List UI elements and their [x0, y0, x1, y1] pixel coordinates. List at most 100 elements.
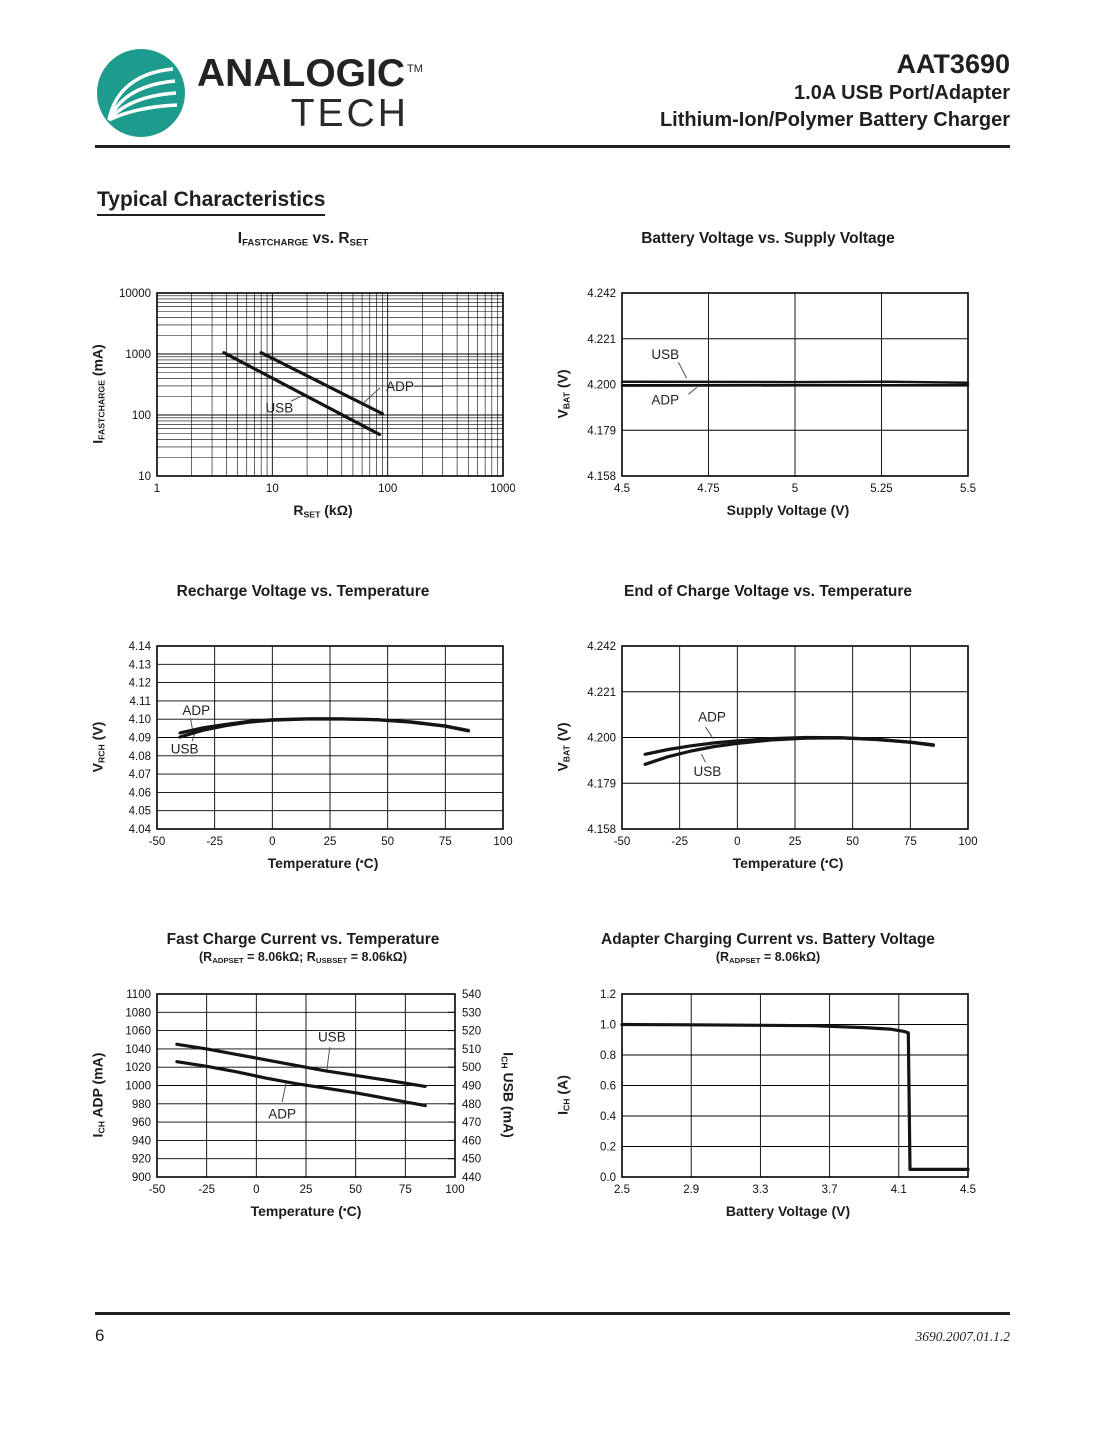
plot-canvas: 2.5 2.9 3.3 3.7 4.1 4.5 0.0 0.2 0.4 0.6 0.8 1.0 1.2 [600, 989, 976, 1196]
y-tick-label: 100 [132, 410, 151, 422]
y-axis-label-left: ICH ADP (mA) [89, 1052, 107, 1138]
y-axis-label: VBAT (V) [554, 369, 572, 419]
company-logo: ANALOGIC TM TECH [95, 48, 423, 138]
x-tick-label: 4.75 [697, 483, 719, 495]
chart-body: VBAT (V) ADP USB -50 -25 0 25 50 75 100 4.158 4.17… [550, 641, 986, 853]
y-tick-label: 0.6 [600, 1081, 616, 1093]
y2-tick-label: 440 [462, 1172, 481, 1184]
x-tick-label: 100 [493, 836, 512, 848]
annotation-leader [281, 1082, 287, 1103]
chart-end-of-charge-voltage-vs-temperature: End of Charge Voltage vs. Temperature VB… [550, 583, 986, 871]
y-tick-label: 4.179 [587, 425, 616, 437]
annotation-label-USB: USB [265, 401, 293, 416]
chart-ifastcharge-vs-rset: IFASTCHARGE vs. RSET IFASTCHARGE (mA) US… [85, 230, 521, 519]
x-tick-label: 50 [846, 836, 859, 848]
y-tick-label: 4.05 [129, 806, 151, 818]
y-tick-label: 4.13 [129, 659, 151, 671]
y2-tick-label: 500 [462, 1062, 481, 1074]
y-tick-label: 4.242 [587, 288, 616, 300]
document-revision: 3690.2007.01.1.2 [915, 1329, 1011, 1344]
plot-border [156, 645, 504, 830]
plot-border [621, 645, 969, 830]
y-axis-label: VRCH (V) [89, 721, 107, 773]
series-USB [175, 1042, 427, 1089]
y-tick-label: 0.0 [600, 1172, 616, 1184]
y-tick-label: 4.242 [587, 641, 616, 653]
x-tick-label: 100 [958, 836, 977, 848]
y2-tick-label: 510 [462, 1044, 481, 1056]
y-tick-label: 1060 [125, 1026, 151, 1038]
x-axis-label: Temperature (•C) [732, 855, 844, 871]
chart-head: Battery Voltage vs. Supply Voltage [550, 230, 986, 288]
annotation-leader [705, 726, 714, 740]
chart-title: IFASTCHARGE vs. RSET [237, 230, 369, 249]
y-tick-label: 1.0 [600, 1020, 616, 1032]
annotation-label-USB: USB [318, 1030, 346, 1045]
chart-title: Adapter Charging Current vs. Battery Vol… [601, 931, 935, 948]
y-tick-label: 4.08 [129, 751, 151, 763]
y2-tick-label: 480 [462, 1099, 481, 1111]
annotation-label-ADP: ADP [182, 703, 210, 718]
y-tick-label: 1000 [125, 1081, 151, 1093]
doc-subtitle-line2: Lithium-Ion/Polymer Battery Charger [659, 108, 1010, 131]
y-tick-label: 10000 [119, 288, 151, 300]
y-axis-label-column: ICH ADP (mA) [85, 989, 111, 1201]
x-tick-label: 4.5 [614, 483, 630, 495]
y2-tick-label: 520 [462, 1026, 481, 1038]
y-tick-label: 4.10 [129, 714, 151, 726]
x-tick-label: 3.3 [752, 1184, 768, 1196]
x-axis-label: RSET (kΩ) [293, 502, 353, 520]
chart-head: Recharge Voltage vs. Temperature [85, 583, 521, 641]
brand-name-tech: TECH [290, 91, 409, 135]
chart-body: VBAT (V) USB ADP 4.5 4.75 5 5.25 5.5 4.158 4.179… [550, 288, 986, 500]
annotation-label-USB: USB [693, 764, 721, 779]
x-tick-label: -50 [149, 1184, 166, 1196]
x-tick-label: 2.5 [614, 1184, 630, 1196]
plot-canvas: USB ADP 4.5 4.75 5 5.25 5.5 4.158 4.179 4.200 4.22… [587, 288, 976, 495]
annotation-leader [290, 394, 305, 402]
footer-rule [95, 1312, 1010, 1315]
y-tick-label: 4.200 [587, 733, 616, 745]
y-tick-label: 4.200 [587, 380, 616, 392]
series-USB [643, 736, 935, 766]
x-tick-label: 100 [445, 1184, 464, 1196]
x-tick-label: 75 [439, 836, 452, 848]
y-tick-label: 900 [132, 1172, 151, 1184]
y-tick-label: 4.221 [587, 334, 616, 346]
x-tick-label: 0 [253, 1184, 259, 1196]
y2-tick-label: 540 [462, 989, 481, 1001]
x-tick-label: -25 [671, 836, 688, 848]
series-ADP [620, 1022, 970, 1171]
plot-canvas: ADP USB -50 -25 0 25 50 75 100 4.04 4.05 4.06 4.07 4.… [129, 641, 513, 848]
annotation-leader [189, 718, 194, 730]
x-tick-label: 25 [324, 836, 337, 848]
chart-title: End of Charge Voltage vs. Temperature [624, 583, 912, 600]
y-tick-label: 4.221 [587, 687, 616, 699]
y-tick-label: 1080 [125, 1007, 151, 1019]
x-tick-label: 50 [381, 836, 394, 848]
y-axis-label-column: VBAT (V) [550, 641, 576, 853]
x-tick-label: 0 [734, 836, 740, 848]
y-tick-label: 1000 [125, 349, 151, 361]
x-tick-label: 25 [300, 1184, 313, 1196]
chart-body: ICH (A) 2.5 2.9 3.3 3.7 4.1 4.5 0.0 0.2 0.4 0.6 0.… [550, 989, 986, 1201]
series-ADP [259, 351, 384, 416]
series-USB [178, 717, 470, 739]
x-tick-label: 5 [792, 483, 798, 495]
x-tick-label: 1 [154, 483, 160, 495]
x-tick-label: 5.5 [960, 483, 976, 495]
y-tick-label: 0.8 [600, 1050, 616, 1062]
annotation-leader [361, 387, 381, 405]
doc-subtitle-line1: 1.0A USB Port/Adapter [794, 81, 1010, 104]
x-tick-label: 4.5 [960, 1184, 976, 1196]
series-ADP [175, 1060, 427, 1108]
brand-name-analogic: ANALOGIC TM [197, 52, 423, 95]
y-tick-label: 1.2 [600, 989, 616, 1001]
chart-head: Fast Charge Current vs. Temperature (RAD… [85, 931, 521, 989]
x-tick-label: 75 [399, 1184, 412, 1196]
y-axis-label-column: VRCH (V) [85, 641, 111, 853]
plot-border [156, 993, 456, 1178]
x-tick-label: 2.9 [683, 1184, 699, 1196]
series-USB [620, 380, 970, 385]
plot-canvas: USB ADP -50 -25 0 25 50 75 100 900 920 940 960 980 100… [125, 989, 481, 1196]
